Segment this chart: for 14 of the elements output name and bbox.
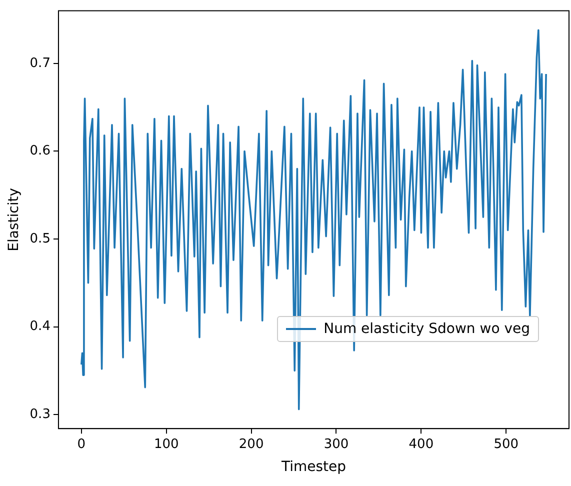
x-tick-label: 200 — [238, 436, 264, 452]
y-tick-label: 0.5 — [30, 231, 50, 246]
legend-label: Num elasticity Sdown wo veg — [324, 320, 530, 337]
y-tick-label: 0.4 — [30, 319, 50, 334]
y-tick-label: 0.3 — [30, 406, 50, 422]
y-axis-title: Elasticity — [6, 188, 22, 252]
x-tick-label: 100 — [154, 436, 179, 452]
y-tick-label: 0.7 — [30, 56, 50, 71]
x-tick-label: 0 — [77, 436, 86, 452]
y-tick-label: 0.6 — [30, 144, 50, 159]
x-tick-label: 400 — [408, 436, 434, 452]
x-axis-title: Timestep — [280, 459, 346, 476]
x-tick-label: 500 — [494, 436, 519, 452]
x-tick-label: 300 — [324, 436, 349, 452]
